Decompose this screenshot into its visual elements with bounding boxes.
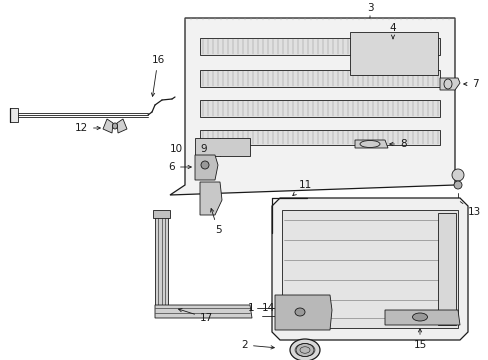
Polygon shape <box>200 38 439 55</box>
Text: 9: 9 <box>200 144 206 154</box>
Polygon shape <box>195 155 218 180</box>
Text: 5: 5 <box>210 208 221 235</box>
Text: 3: 3 <box>366 3 372 18</box>
Polygon shape <box>354 140 387 148</box>
Polygon shape <box>439 78 459 90</box>
Polygon shape <box>349 32 437 75</box>
Polygon shape <box>103 119 113 133</box>
Text: 10: 10 <box>169 144 183 154</box>
Ellipse shape <box>412 313 427 321</box>
Ellipse shape <box>112 123 117 129</box>
Polygon shape <box>117 119 127 133</box>
Polygon shape <box>282 210 457 328</box>
Polygon shape <box>200 100 439 117</box>
Ellipse shape <box>295 343 313 356</box>
Ellipse shape <box>451 169 463 181</box>
Text: 15: 15 <box>412 329 426 350</box>
Polygon shape <box>170 18 454 195</box>
Text: 8: 8 <box>389 139 406 149</box>
Polygon shape <box>200 130 439 145</box>
Text: 4: 4 <box>389 23 395 39</box>
Text: 6: 6 <box>168 162 191 172</box>
Ellipse shape <box>359 140 379 148</box>
Polygon shape <box>155 215 168 312</box>
Text: 7: 7 <box>463 79 478 89</box>
Polygon shape <box>437 213 455 325</box>
Text: 14: 14 <box>262 303 275 313</box>
Text: 11: 11 <box>292 180 311 195</box>
Ellipse shape <box>294 308 305 316</box>
Text: 13: 13 <box>459 202 480 217</box>
Bar <box>153 210 170 218</box>
Polygon shape <box>155 305 251 318</box>
Text: 17: 17 <box>178 309 213 323</box>
Text: 1: 1 <box>247 303 253 313</box>
Bar <box>195 138 249 156</box>
Polygon shape <box>200 70 439 87</box>
Polygon shape <box>200 182 222 215</box>
Polygon shape <box>384 310 459 325</box>
Text: 2: 2 <box>241 340 274 350</box>
Polygon shape <box>10 108 18 122</box>
Ellipse shape <box>453 181 461 189</box>
Text: 12: 12 <box>75 123 100 133</box>
Polygon shape <box>274 295 331 330</box>
Text: 16: 16 <box>151 55 164 96</box>
Ellipse shape <box>289 339 319 360</box>
Ellipse shape <box>201 161 208 169</box>
Polygon shape <box>271 198 467 340</box>
